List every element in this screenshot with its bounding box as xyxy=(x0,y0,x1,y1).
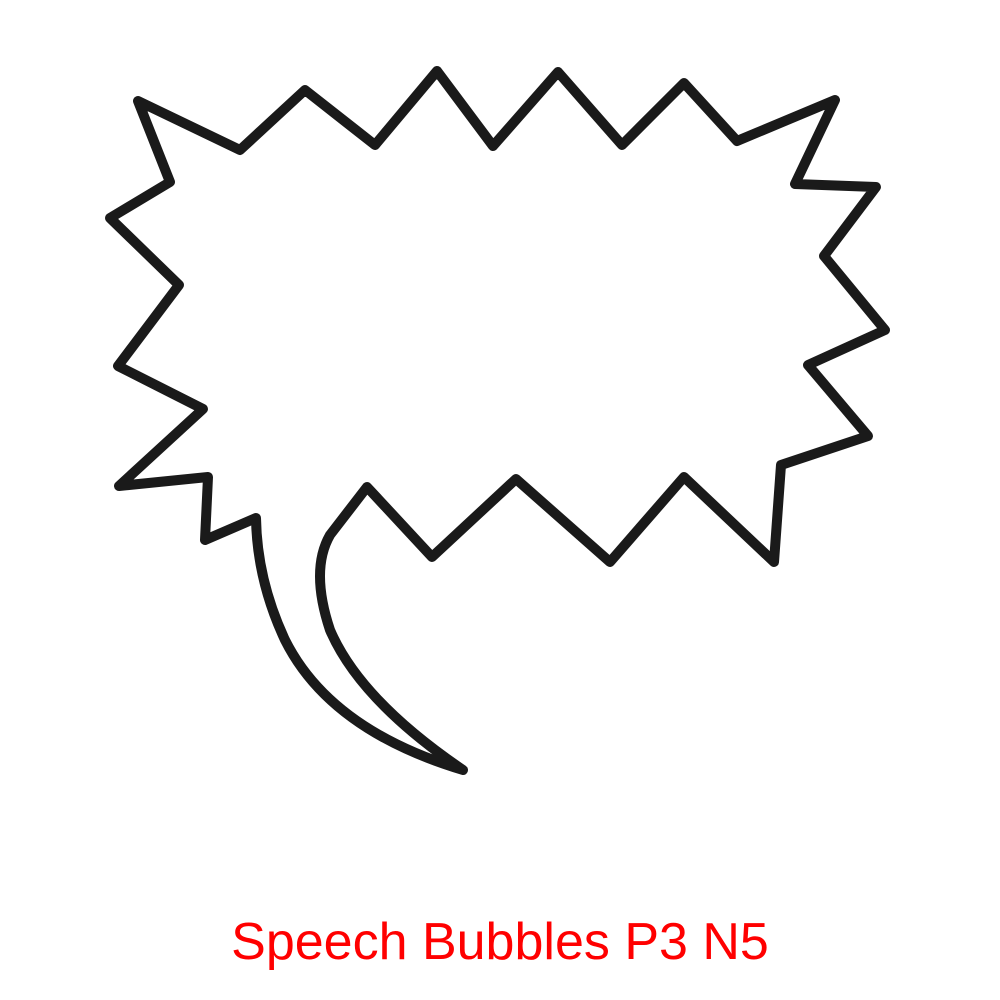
caption-text: Speech Bubbles P3 N5 xyxy=(231,913,769,971)
speech-bubble-outline xyxy=(105,66,890,775)
